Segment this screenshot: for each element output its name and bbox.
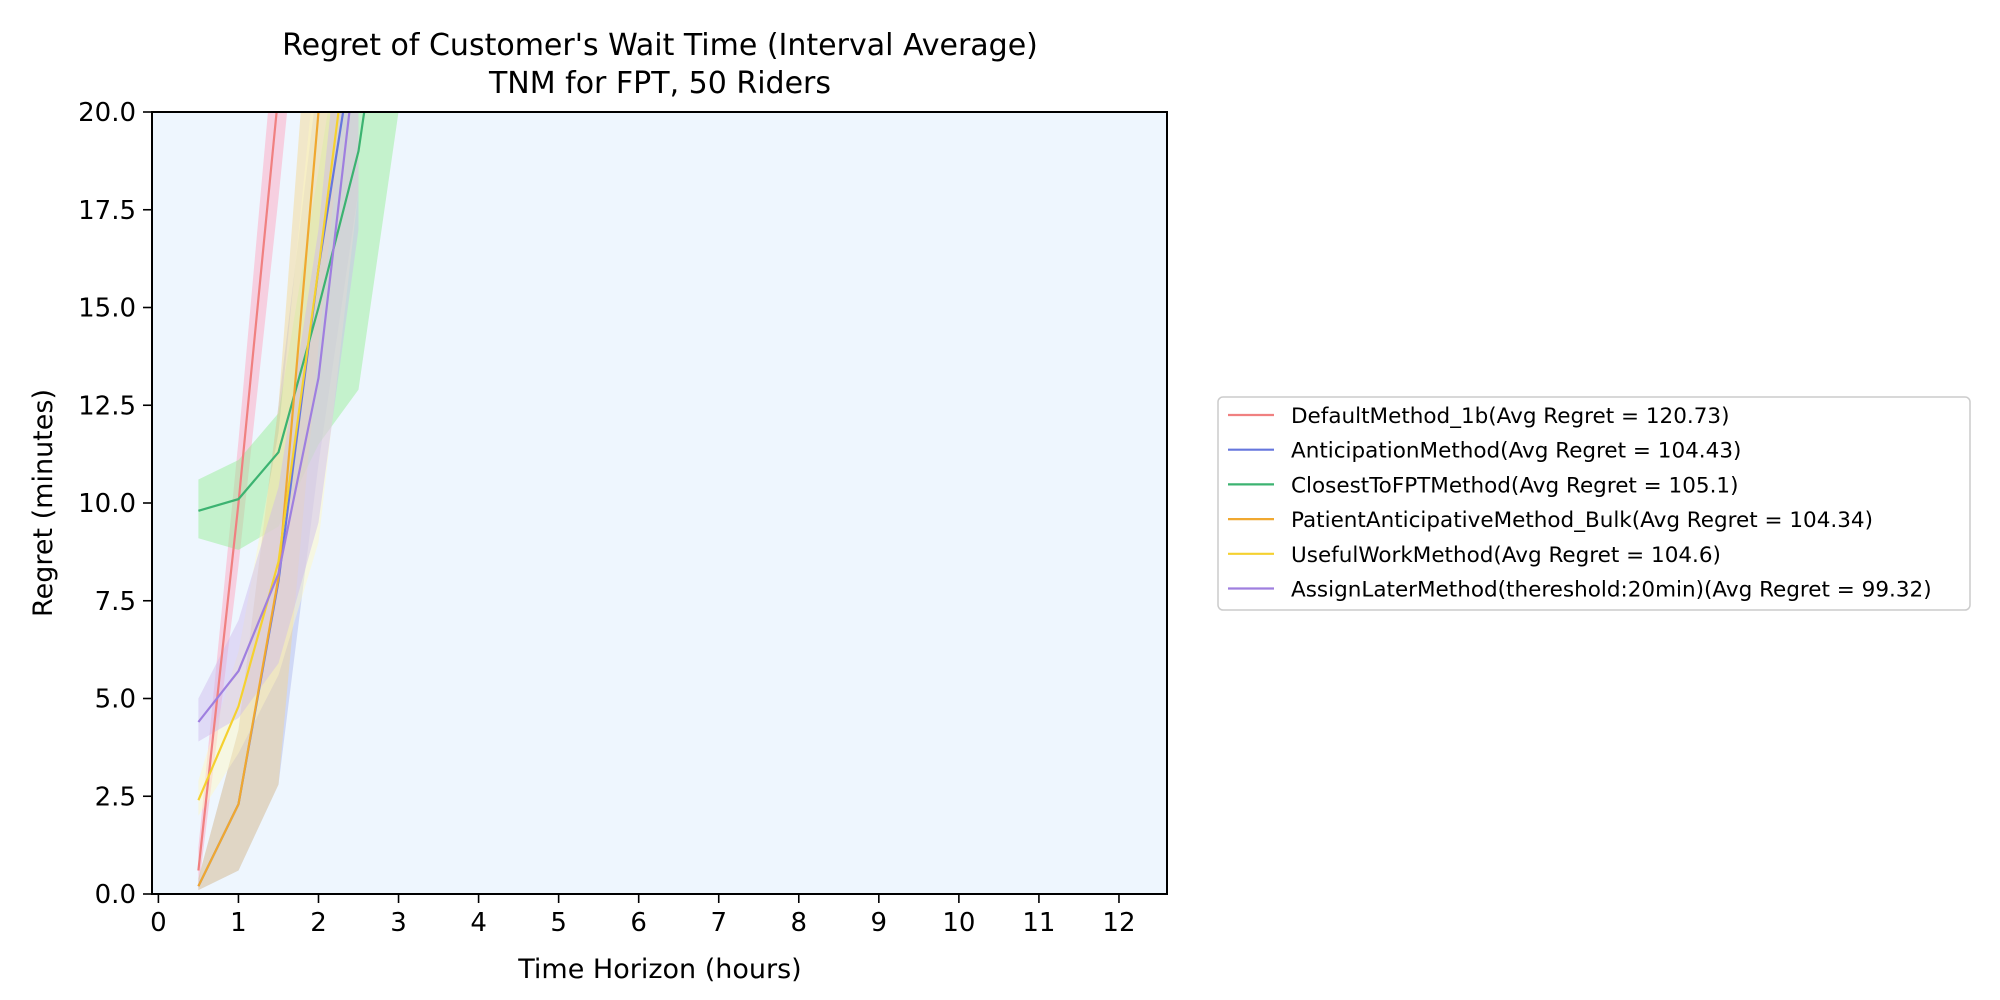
legend: DefaultMethod_1b(Avg Regret = 120.73) Ant…: [1217, 396, 1971, 611]
x-tick-label: 6: [630, 908, 647, 938]
x-tick-label: 7: [710, 908, 727, 938]
x-tick-label: 12: [1102, 908, 1135, 938]
x-tick-label: 5: [550, 908, 567, 938]
x-tick-label: 8: [791, 908, 808, 938]
y-tick-label: 20.0: [78, 98, 136, 128]
legend-label-1: AnticipationMethod(Avg Regret = 104.43): [1291, 439, 1741, 464]
confidence-band-2: [198, 112, 399, 550]
x-tick-label: 9: [871, 908, 888, 938]
legend-label-4: UsefulWorkMethod(Avg Regret = 104.6): [1291, 543, 1721, 568]
y-tick-label: 10.0: [78, 489, 136, 519]
y-tick-label: 2.5: [95, 782, 136, 812]
legend-label-0: DefaultMethod_1b(Avg Regret = 120.73): [1291, 404, 1729, 429]
y-axis-label: Regret (minutes): [28, 389, 59, 617]
confidence-band-3: [198, 112, 343, 891]
chart-title: Regret of Customer's Wait Time (Interval…: [282, 28, 1038, 63]
y-tick-label: 15.0: [78, 294, 136, 324]
y-tick-label: 0.0: [95, 880, 136, 910]
x-tick-label: 10: [942, 908, 975, 938]
x-tick-label: 2: [310, 908, 327, 938]
x-tick-label: 1: [230, 908, 247, 938]
x-axis-label: Time Horizon (hours): [517, 954, 801, 985]
x-tick-label: 0: [150, 908, 167, 938]
y-tick-label: 17.5: [78, 196, 136, 226]
series-line-5: [197, 112, 351, 723]
series-line-2: [198, 112, 366, 512]
x-tick-label: 3: [390, 908, 407, 938]
legend-frame: [1217, 396, 1971, 611]
chart-subtitle: TNM for FPT, 50 Riders: [488, 66, 831, 101]
series-line-3: [197, 112, 320, 887]
legend-label-2: ClosestToFPTMethod(Avg Regret = 105.1): [1291, 473, 1738, 498]
legend-label-3: PatientAnticipativeMethod_Bulk(Avg Regre…: [1291, 508, 1873, 533]
x-tick-label: 11: [1022, 908, 1055, 938]
y-tick-label: 12.5: [78, 391, 136, 421]
y-tick-label: 5.0: [95, 685, 136, 715]
series-line-0: [197, 112, 278, 871]
y-tick-label: 7.5: [95, 587, 136, 617]
series-line-4: [197, 112, 340, 801]
confidence-band-4: [198, 112, 359, 816]
x-tick-label: 4: [470, 908, 487, 938]
legend-label-5: AssignLaterMethod(thereshold:20min)(Avg …: [1291, 578, 1932, 603]
